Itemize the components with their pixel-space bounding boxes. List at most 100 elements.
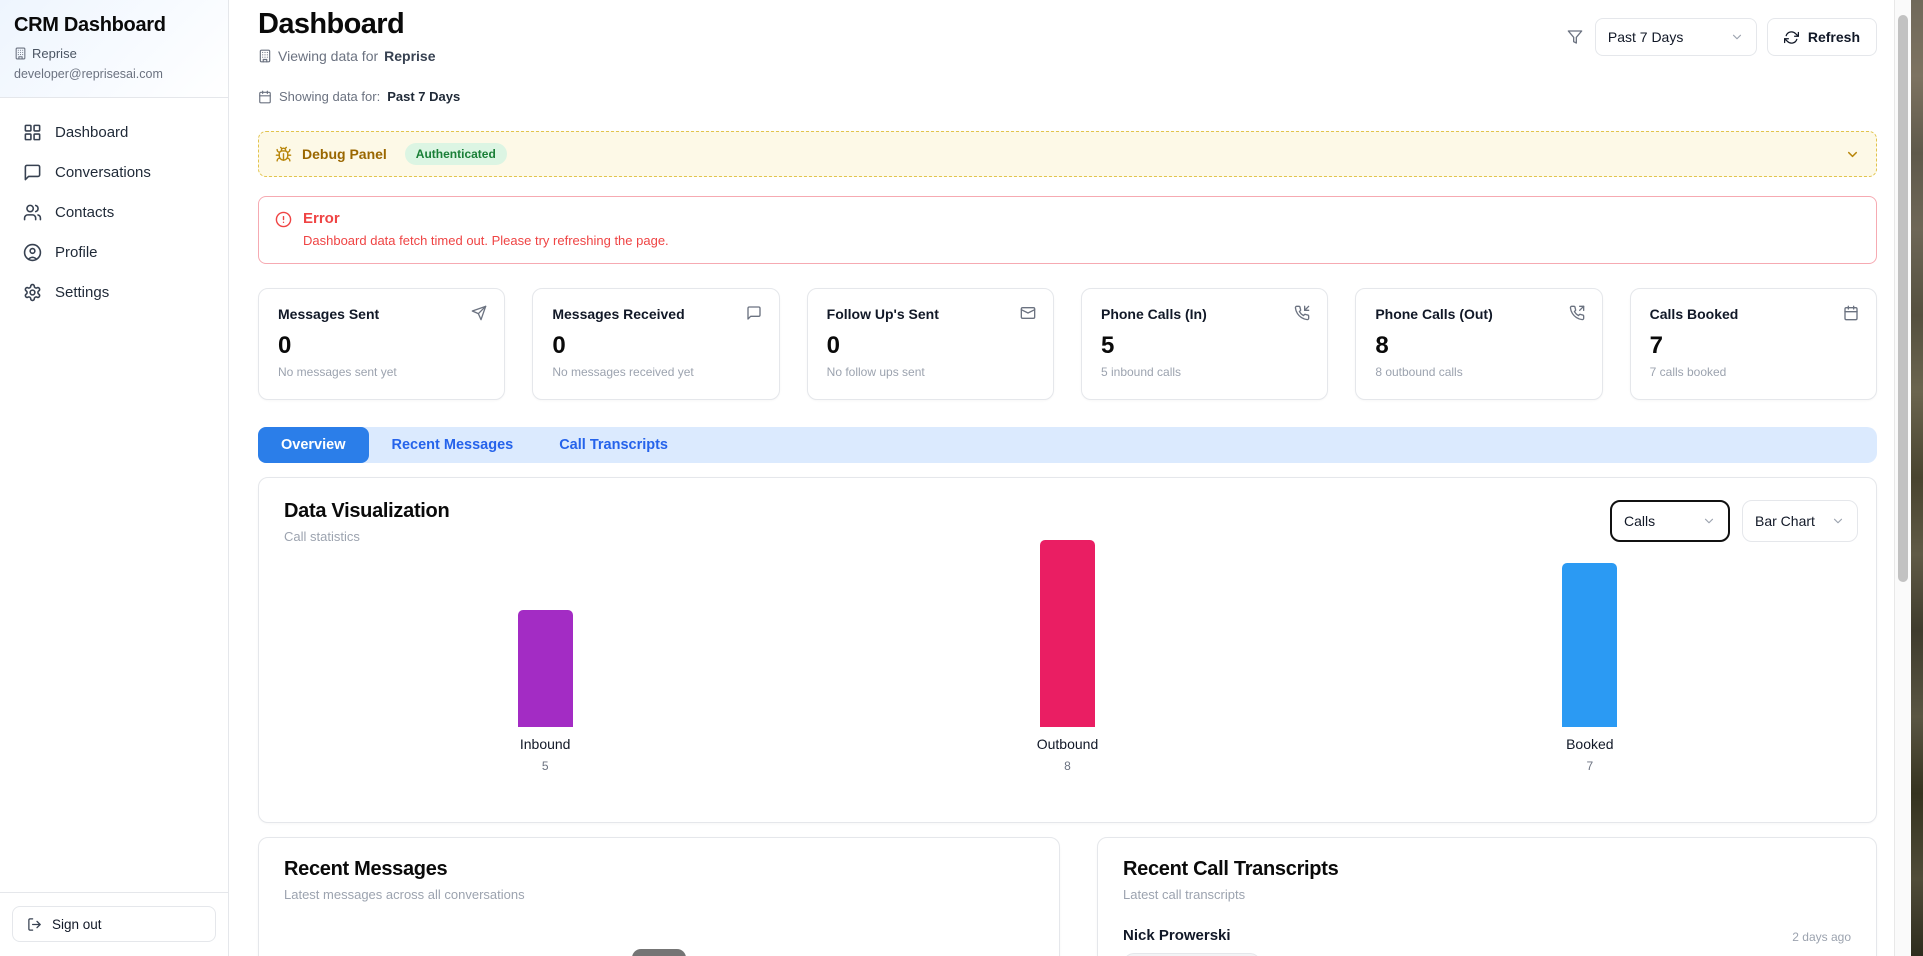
- bar-inbound[interactable]: [517, 610, 573, 727]
- sidebar-item-label: Contacts: [55, 203, 115, 221]
- sidebar-item-profile[interactable]: Profile: [12, 234, 216, 270]
- stat-title: Messages Received: [552, 306, 685, 322]
- building-icon: [258, 49, 272, 63]
- stat-value: 0: [826, 332, 841, 359]
- page-title: Dashboard: [258, 8, 405, 40]
- page-scrollbar[interactable]: [1894, 0, 1911, 956]
- viewing-org: Reprise: [384, 48, 436, 64]
- tab-bar: Overview Recent Messages Call Transcript…: [258, 427, 1877, 463]
- authenticated-badge: Authenticated: [404, 143, 507, 165]
- tab-recent-messages[interactable]: Recent Messages: [391, 437, 514, 453]
- sidebar-header: CRM Dashboard Reprise developer@reprises…: [0, 0, 228, 98]
- transcript-contact-name: Nick Prowerski: [1123, 927, 1231, 944]
- refresh-label: Refresh: [1807, 29, 1860, 45]
- bar-group-inbound: Inbound 5: [284, 540, 806, 773]
- showing-data-row: Showing data for: Past 7 Days: [258, 89, 1877, 104]
- org-name: Reprise: [32, 46, 77, 61]
- log-out-icon: [27, 917, 42, 932]
- chart-type-select[interactable]: Bar Chart: [1742, 500, 1858, 542]
- scrollbar-thumb[interactable]: [1898, 15, 1908, 582]
- sidebar-item-conversations[interactable]: Conversations: [12, 154, 216, 190]
- stat-subtitle: No messages sent yet: [278, 365, 397, 379]
- stat-value: 0: [278, 332, 292, 359]
- user-circle-icon: [23, 243, 42, 262]
- sidebar-item-dashboard[interactable]: Dashboard: [12, 114, 216, 150]
- error-message: Dashboard data fetch timed out. Please t…: [303, 233, 669, 248]
- sidebar-item-label: Conversations: [55, 163, 151, 181]
- sidebar-item-contacts[interactable]: Contacts: [12, 194, 216, 230]
- date-range-select[interactable]: Past 7 Days: [1594, 18, 1757, 56]
- stat-title: Follow Up's Sent: [826, 306, 939, 322]
- debug-panel-label: Debug Panel: [302, 146, 387, 162]
- stat-subtitle: 5 inbound calls: [1100, 365, 1182, 379]
- sign-out-label: Sign out: [52, 916, 102, 932]
- stat-card-messages-sent: Messages Sent 0 No messages sent yet: [258, 288, 506, 400]
- filter-icon: [1567, 29, 1583, 45]
- metric-select[interactable]: Calls: [1610, 500, 1730, 542]
- stat-value: 5: [1100, 332, 1115, 359]
- sidebar-item-label: Dashboard: [55, 123, 129, 141]
- users-icon: [23, 203, 42, 222]
- stat-title: Phone Calls (In): [1100, 306, 1207, 322]
- bar-group-booked: Booked 7: [1329, 540, 1851, 773]
- sidebar-item-label: Profile: [55, 243, 98, 261]
- message-square-icon: [746, 305, 762, 321]
- dashboard-icon: [23, 123, 42, 142]
- calendar-icon: [1843, 305, 1859, 321]
- chevron-down-icon: [1730, 30, 1744, 44]
- stat-title: Messages Sent: [278, 306, 380, 322]
- chevron-down-icon: [1831, 514, 1845, 528]
- alert-circle-icon: [275, 211, 292, 228]
- tab-overview[interactable]: Overview: [258, 427, 369, 463]
- showing-value: Past 7 Days: [387, 89, 461, 104]
- stat-card-calls-booked: Calls Booked 7 7 calls booked: [1629, 288, 1877, 400]
- mail-icon: [1020, 305, 1036, 321]
- calendar-icon: [258, 90, 272, 104]
- viz-title: Data Visualization: [284, 500, 450, 522]
- chevron-down-icon: [1702, 514, 1716, 528]
- debug-panel[interactable]: Debug Panel Authenticated: [258, 131, 1877, 177]
- desktop-wallpaper-edge: [1911, 0, 1923, 956]
- bug-icon: [275, 146, 292, 163]
- showing-prefix: Showing data for:: [279, 89, 381, 104]
- bar-outbound[interactable]: [1039, 540, 1095, 727]
- gear-icon: [23, 283, 42, 302]
- data-visualization-card: Data Visualization Call statistics Calls…: [258, 477, 1877, 823]
- recent-call-transcripts-card: Recent Call Transcripts Latest call tran…: [1097, 837, 1877, 956]
- refresh-icon: [1783, 30, 1799, 45]
- bar-value-label: 8: [1064, 759, 1071, 773]
- stat-card-phone-calls-in: Phone Calls (In) 5 5 inbound calls: [1080, 288, 1329, 400]
- recent-transcripts-title: Recent Call Transcripts: [1123, 858, 1339, 880]
- stat-title: Phone Calls (Out): [1375, 306, 1493, 322]
- date-range-value: Past 7 Days: [1607, 29, 1684, 45]
- sidebar-item-settings[interactable]: Settings: [12, 274, 216, 310]
- bar-category-label: Booked: [1566, 736, 1614, 752]
- stat-cards-row: Messages Sent 0 No messages sent yet Mes…: [258, 288, 1877, 400]
- bar-value-label: 5: [541, 759, 549, 773]
- transcript-list-item[interactable]: Nick Prowerski Booked Consultation 2 day…: [1123, 927, 1851, 956]
- main-content: Dashboard Viewing data for Reprise Past …: [229, 0, 1911, 956]
- message-square-icon: [23, 163, 42, 182]
- recent-messages-subtitle: Latest messages across all conversations: [284, 887, 525, 902]
- stat-title: Calls Booked: [1649, 306, 1739, 322]
- user-email: developer@reprisesai.com: [14, 67, 163, 81]
- phone-outgoing-icon: [1569, 305, 1585, 321]
- bar-value-label: 7: [1586, 759, 1594, 773]
- building-icon: [14, 47, 27, 60]
- metric-select-value: Calls: [1624, 513, 1656, 529]
- bar-category-label: Outbound: [1036, 736, 1099, 752]
- viewing-data-row: Viewing data for Reprise: [258, 48, 436, 64]
- bar-booked[interactable]: [1562, 563, 1618, 727]
- sign-out-button[interactable]: Sign out: [12, 906, 216, 942]
- chart-type-select-value: Bar Chart: [1755, 513, 1815, 529]
- sidebar-item-label: Settings: [55, 283, 110, 301]
- error-banner: Error Dashboard data fetch timed out. Pl…: [258, 196, 1877, 264]
- bar-group-outbound: Outbound 8: [806, 540, 1328, 773]
- tab-call-transcripts[interactable]: Call Transcripts: [559, 437, 668, 453]
- bar-chart: Inbound 5 Outbound 8 Booked 7: [284, 540, 1851, 773]
- sidebar-nav: Dashboard Conversations Contacts Profile: [0, 98, 228, 892]
- app-title: CRM Dashboard: [14, 14, 166, 36]
- chevron-down-icon[interactable]: [1845, 147, 1860, 162]
- refresh-button[interactable]: Refresh: [1766, 18, 1877, 56]
